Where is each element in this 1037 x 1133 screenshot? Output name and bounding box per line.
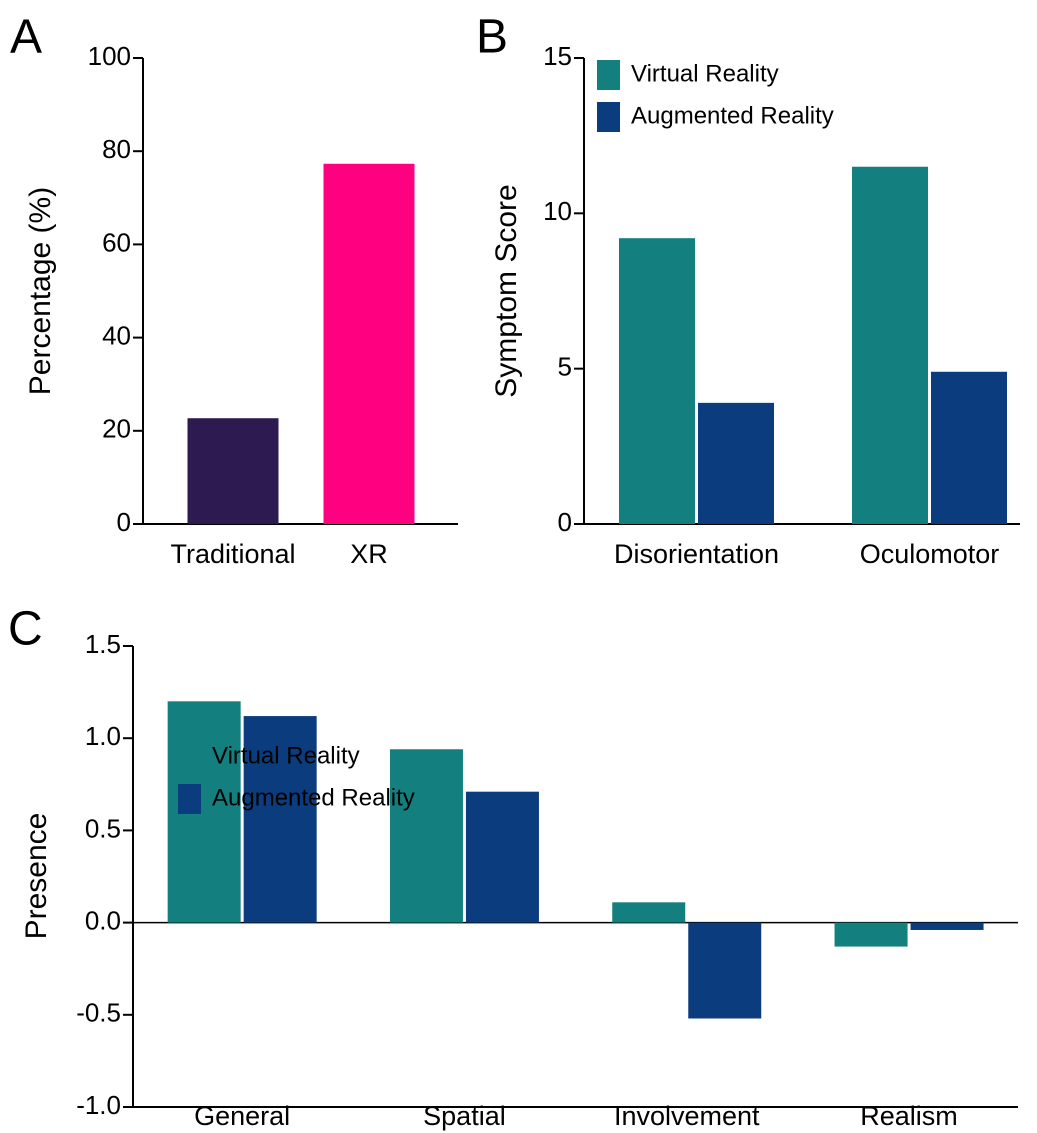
y-tick-label: -0.5 <box>76 998 121 1028</box>
legend-label: Augmented Reality <box>212 784 415 811</box>
legend-label: Virtual Reality <box>631 60 779 87</box>
y-tick-label: 20 <box>102 414 131 444</box>
y-tick-label: 80 <box>102 134 131 164</box>
legend-swatch <box>597 60 620 90</box>
legend-label: Augmented Reality <box>631 102 834 129</box>
y-axis-label: Percentage (%) <box>24 187 57 395</box>
x-tick-label: General <box>194 1101 290 1131</box>
y-tick-label: 1.5 <box>85 629 121 659</box>
bar <box>688 922 762 1019</box>
bar <box>931 371 1007 524</box>
bar <box>698 402 774 524</box>
legend-label: Virtual Reality <box>212 742 360 769</box>
bar <box>852 166 928 524</box>
panel-letter: A <box>10 11 42 64</box>
x-tick-label: Traditional <box>170 539 295 569</box>
y-tick-label: 40 <box>102 320 131 350</box>
x-tick-label: Realism <box>860 1101 958 1131</box>
legend-swatch <box>178 784 201 814</box>
x-tick-label: Oculomotor <box>860 539 1000 569</box>
y-tick-label: 0 <box>117 507 131 537</box>
x-tick-label: Involvement <box>614 1101 760 1131</box>
y-tick-label: 1.0 <box>85 721 121 751</box>
bar <box>834 922 908 947</box>
panel-letter: C <box>8 603 43 656</box>
legend-swatch <box>597 102 620 132</box>
bar <box>910 922 984 930</box>
y-tick-label: -1.0 <box>76 1090 121 1120</box>
y-tick-label: 100 <box>88 41 131 71</box>
y-axis-label: Presence <box>20 813 53 940</box>
legend-swatch <box>178 742 201 772</box>
x-tick-label: XR <box>350 539 388 569</box>
bar <box>323 163 415 525</box>
x-tick-label: Spatial <box>423 1101 506 1131</box>
x-tick-label: Disorientation <box>614 539 779 569</box>
bar <box>389 749 463 923</box>
bar <box>619 238 695 525</box>
bar <box>612 902 686 923</box>
panel-letter: B <box>476 11 508 64</box>
y-tick-label: 5 <box>558 352 572 382</box>
y-tick-label: 0.5 <box>85 813 121 843</box>
y-tick-label: 15 <box>543 41 572 71</box>
y-tick-label: 0.0 <box>85 905 121 935</box>
y-tick-label: 60 <box>102 227 131 257</box>
y-tick-label: 10 <box>543 196 572 226</box>
bar <box>243 716 317 923</box>
y-axis-label: Symptom Score <box>490 184 523 397</box>
bar <box>465 791 539 923</box>
bar <box>187 418 279 524</box>
y-tick-label: 0 <box>558 507 572 537</box>
